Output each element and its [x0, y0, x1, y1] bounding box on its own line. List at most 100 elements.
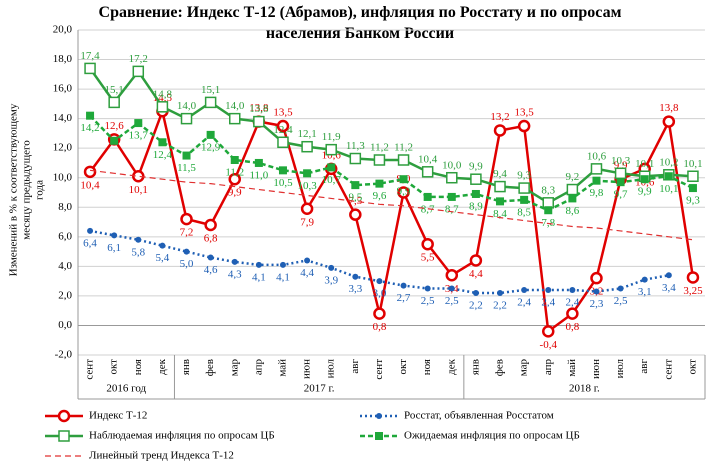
data-label: 9,8 — [590, 187, 604, 199]
data-label: 14,0 — [225, 100, 245, 112]
marker — [300, 202, 314, 215]
marker — [132, 65, 145, 78]
data-label: 9,2 — [565, 171, 579, 183]
data-label: 10,2 — [659, 156, 678, 168]
marker — [110, 136, 119, 145]
data-label: 2,5 — [445, 295, 459, 307]
data-label: 3,9 — [324, 274, 338, 286]
marker — [424, 285, 431, 292]
data-label: 11,0 — [249, 169, 268, 181]
marker — [158, 138, 167, 147]
data-label: 4,4 — [469, 268, 483, 280]
marker — [493, 124, 507, 137]
y-axis-label: года — [34, 180, 46, 200]
data-label: 12,1 — [297, 128, 316, 140]
marker — [206, 130, 215, 139]
x-tick-label: дек — [156, 358, 168, 374]
data-label: 2,2 — [493, 299, 507, 311]
data-label: 9,4 — [493, 168, 507, 180]
marker — [349, 152, 362, 165]
marker — [111, 232, 118, 239]
y-tick-label: 14,0 — [53, 112, 73, 124]
data-label: 10,4 — [418, 153, 438, 165]
marker — [325, 143, 337, 156]
marker — [641, 276, 648, 283]
x-tick-label: янв — [180, 359, 192, 375]
data-label: 10,5 — [273, 177, 293, 189]
series-4 — [89, 169, 694, 241]
data-label: 15,1 — [105, 84, 124, 96]
data-label: 13,5 — [515, 107, 535, 119]
marker — [180, 112, 193, 125]
marker — [544, 206, 553, 215]
data-label: 8,6 — [565, 205, 579, 217]
legend-label: Наблюдаемая инфляция по опросам ЦБ — [89, 430, 275, 442]
legend-label: Линейный тренд Индекса Т-12 — [89, 450, 234, 462]
data-label: 0,8 — [373, 321, 387, 333]
data-label: 8,9 — [469, 201, 483, 213]
marker — [448, 285, 455, 292]
series-line — [89, 114, 694, 212]
x-tick-label: янв — [469, 359, 481, 375]
marker — [108, 96, 120, 109]
marker — [542, 325, 555, 338]
marker — [617, 285, 624, 292]
data-label: 13,2 — [490, 111, 509, 123]
marker — [183, 248, 190, 255]
marker — [207, 254, 214, 261]
data-label: 9,9 — [469, 161, 483, 173]
x-tick-label: авг — [638, 359, 650, 374]
y-tick-label: 0,0 — [58, 319, 72, 331]
marker — [303, 169, 312, 178]
marker — [278, 166, 287, 175]
marker — [397, 186, 410, 199]
marker — [518, 182, 530, 194]
marker — [180, 212, 193, 226]
data-label: 6,1 — [107, 242, 121, 254]
y-tick-label: 2,0 — [58, 289, 72, 301]
marker — [87, 227, 94, 234]
marker — [472, 289, 479, 296]
x-tick-label: сент — [662, 359, 674, 380]
data-label: 2,3 — [590, 298, 604, 310]
marker — [421, 237, 434, 251]
x-tick-label: ноя — [132, 359, 144, 375]
data-label: 2,2 — [469, 299, 483, 311]
data-label: 10,1 — [683, 158, 702, 170]
marker — [687, 170, 699, 182]
marker — [494, 180, 506, 193]
x-tick-label: фев — [204, 359, 216, 376]
data-label: 6,4 — [83, 237, 97, 249]
marker — [254, 158, 263, 167]
data-label: -0,4 — [540, 339, 558, 351]
data-label: 4,3 — [228, 268, 242, 280]
marker — [204, 96, 217, 109]
data-label: 17,2 — [129, 53, 148, 65]
data-label: 8,5 — [517, 206, 531, 218]
x-tick-label: окт — [108, 359, 120, 375]
marker — [276, 119, 290, 133]
marker — [400, 282, 407, 289]
marker — [664, 172, 673, 181]
marker — [132, 170, 145, 183]
legend-label: Росстат, объявленная Росстатом — [404, 410, 554, 422]
x-tick-label: май — [277, 359, 289, 377]
data-label: 5,8 — [131, 246, 145, 258]
x-tick-label: мар — [228, 359, 240, 377]
marker — [665, 272, 672, 279]
data-label: 4,6 — [204, 264, 218, 276]
data-label: 3,1 — [638, 286, 652, 298]
x-tick-label: июн — [301, 359, 313, 379]
data-label: 14,2 — [80, 122, 99, 134]
y-axis-label: Изменений в % к соответствующему — [8, 103, 20, 276]
marker — [304, 257, 311, 264]
marker — [616, 178, 625, 187]
legend-marker — [57, 409, 71, 423]
data-label: 8,4 — [493, 208, 507, 220]
marker — [84, 62, 96, 75]
marker — [569, 287, 576, 293]
y-tick-label: 12,0 — [53, 142, 73, 154]
data-label: 9,9 — [397, 186, 411, 198]
marker — [301, 140, 313, 153]
